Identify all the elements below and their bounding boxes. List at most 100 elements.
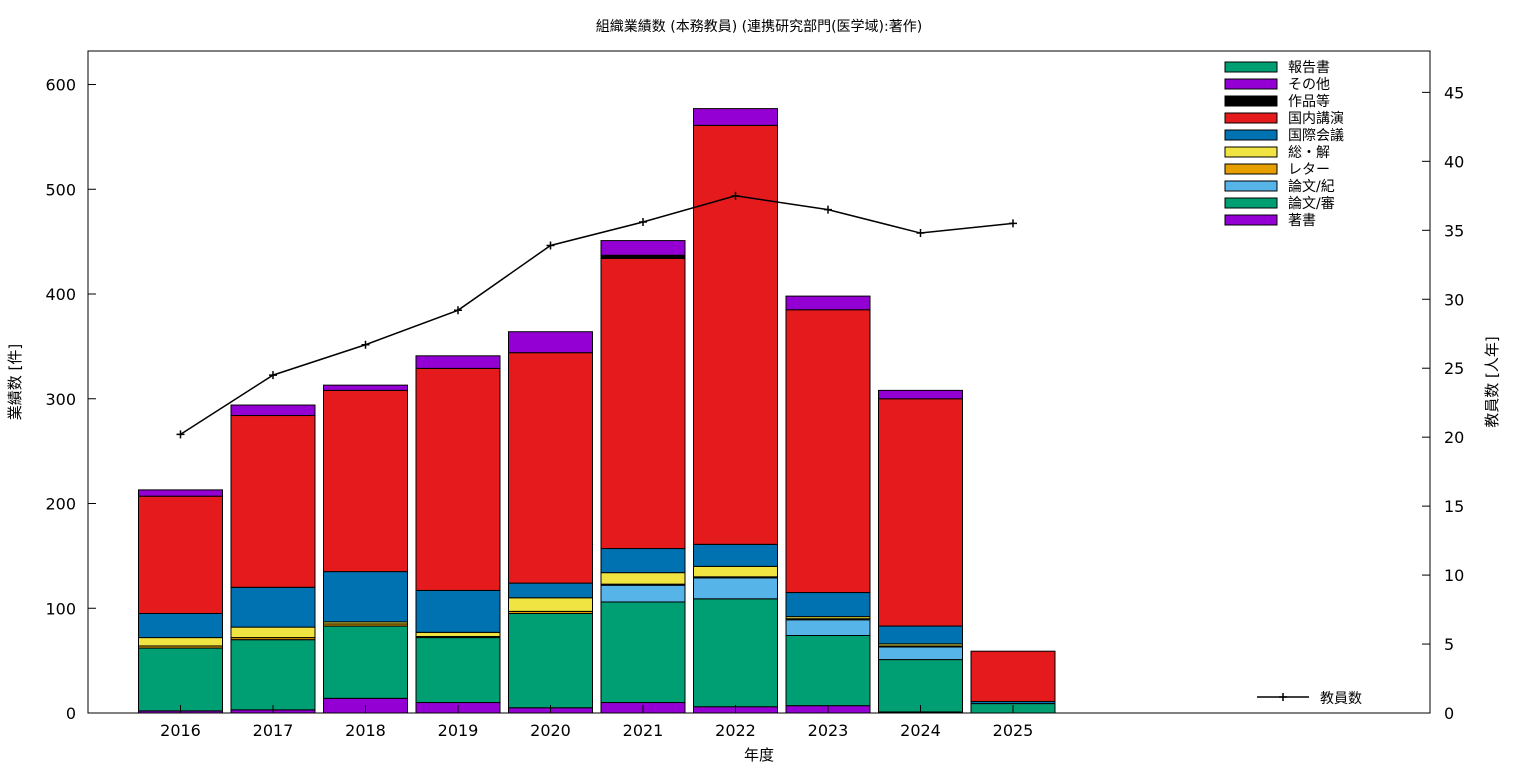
x-tick-label: 2024 <box>900 721 941 740</box>
y-tick-label: 400 <box>45 285 76 304</box>
bar-segment-2019-4 <box>415 631 501 638</box>
bar-segment-2022-6 <box>693 124 778 545</box>
bar-segment-2021-8 <box>600 240 686 256</box>
y2-tick-label: 25 <box>1444 359 1464 378</box>
bar-segment-2023-6 <box>785 309 871 594</box>
bar-segment-2020-1 <box>508 612 593 709</box>
legend-swatch <box>1224 163 1278 175</box>
y2-axis-label: 教員数 [人年] <box>1483 336 1501 427</box>
legend-label: レター <box>1288 162 1330 178</box>
legend-swatch <box>1224 95 1278 107</box>
teacher-point-2016 <box>176 430 185 439</box>
bar-segment-2017-5 <box>230 586 316 628</box>
bars-layer <box>138 108 1056 714</box>
legend-swatch <box>1224 112 1278 124</box>
y-tick-label: 300 <box>45 390 76 409</box>
bar-segment-2019-5 <box>415 589 501 633</box>
bar-segment-2021-5 <box>600 548 686 574</box>
bar-segment-2020-4 <box>508 597 593 612</box>
bar-segment-2020-6 <box>508 352 593 584</box>
legend-label: 国内講演 <box>1288 111 1344 127</box>
bar-segment-2016-1 <box>138 647 223 712</box>
bar-segment-2019-8 <box>415 355 501 369</box>
bar-segment-2023-2 <box>785 619 871 636</box>
line-legend-marker <box>1279 693 1287 701</box>
bar-segment-2018-1 <box>323 625 408 699</box>
bar-segment-2016-6 <box>138 495 223 614</box>
y-axis: 0 100 200 300 400 500 600 <box>45 76 96 723</box>
teacher-point-2021 <box>639 218 647 227</box>
legend-swatch <box>1224 146 1278 158</box>
legend-label: 国際会議 <box>1288 127 1344 144</box>
y2-tick-label: 40 <box>1444 152 1464 171</box>
legend-swatch <box>1224 129 1278 141</box>
x-tick-label: 2018 <box>345 721 386 740</box>
legend-label: 作品等 <box>1288 93 1330 110</box>
bar-segment-2022-5 <box>693 543 778 567</box>
x-axis-label: 年度 <box>744 746 774 764</box>
y-tick-label: 500 <box>45 180 76 199</box>
chart-title: 組織業績数 (本務教員) (連携研究部門(医学域):著作) <box>596 19 922 35</box>
teacher-point-2022 <box>731 191 740 200</box>
bar-segment-2023-8 <box>785 295 871 311</box>
x-tick-label: 2023 <box>808 721 849 740</box>
bar-segment-2017-8 <box>230 404 316 417</box>
y2-tick-label: 15 <box>1444 497 1464 516</box>
x-tick-label: 2019 <box>438 721 479 740</box>
bar-segment-2024-8 <box>878 389 963 400</box>
bar-segment-2021-2 <box>600 584 686 603</box>
y-tick-label: 0 <box>66 704 76 723</box>
teacher-point-2023 <box>824 205 832 214</box>
teacher-point-2018 <box>361 340 370 349</box>
y-tick-label: 100 <box>45 599 76 618</box>
bar-segment-2023-5 <box>785 592 871 618</box>
bar-segment-2021-1 <box>600 601 686 704</box>
legend-swatch <box>1224 214 1278 226</box>
bar-segment-2020-8 <box>508 331 593 354</box>
y2-tick-label: 45 <box>1444 83 1464 102</box>
bar-segment-2018-5 <box>323 571 408 623</box>
bar-segment-2016-8 <box>138 489 223 497</box>
bar-segment-2017-6 <box>230 415 316 588</box>
teacher-point-2025 <box>1009 219 1017 228</box>
legend-label: 論文/紀 <box>1288 179 1335 195</box>
bar-segment-2024-1 <box>878 659 963 713</box>
teacher-line <box>180 195 1014 436</box>
y2-tick-label: 35 <box>1444 221 1464 240</box>
teacher-point-2020 <box>546 241 555 250</box>
y2-axis: 0 5 10 15 20 25 30 35 40 45 <box>1422 83 1464 723</box>
y-tick-label: 600 <box>45 76 76 95</box>
y2-tick-label: 20 <box>1444 428 1464 447</box>
bar-segment-2022-2 <box>693 577 778 600</box>
bar-segment-2017-1 <box>230 639 316 711</box>
x-axis: 2016 2017 2018 2019 2020 2021 2022 2023 2024 2025 <box>160 705 1033 740</box>
bar-segment-2022-1 <box>693 598 778 708</box>
y2-tick-label: 5 <box>1444 635 1454 654</box>
bar-segment-2018-8 <box>323 384 408 391</box>
legend-label: 論文/審 <box>1288 196 1335 212</box>
legend-label: その他 <box>1288 77 1330 93</box>
bar-segment-2022-4 <box>693 565 778 578</box>
teacher-line-layer <box>176 191 1017 439</box>
x-tick-label: 2020 <box>530 721 571 740</box>
legend-label: 報告書 <box>1288 60 1330 76</box>
bar-segment-2020-5 <box>508 582 593 599</box>
bar-segment-2025-6 <box>970 650 1056 702</box>
teacher-point-2017 <box>269 371 277 380</box>
legend-label: 著書 <box>1288 213 1316 229</box>
bar-segment-2021-4 <box>600 572 686 585</box>
bar-segment-2024-6 <box>878 398 963 627</box>
y-tick-label: 200 <box>45 495 76 514</box>
bar-segment-2018-6 <box>323 389 408 573</box>
x-tick-label: 2016 <box>160 721 201 740</box>
x-tick-label: 2025 <box>993 721 1034 740</box>
legend-swatch <box>1224 180 1278 192</box>
bar-segment-2024-5 <box>878 625 963 645</box>
bar-segment-2016-4 <box>138 637 223 647</box>
bar-segment-2016-5 <box>138 612 223 639</box>
teacher-point-2019 <box>454 306 462 315</box>
y2-tick-label: 10 <box>1444 566 1464 585</box>
legend-swatch <box>1224 78 1278 90</box>
bar-segment-2019-1 <box>415 637 501 704</box>
